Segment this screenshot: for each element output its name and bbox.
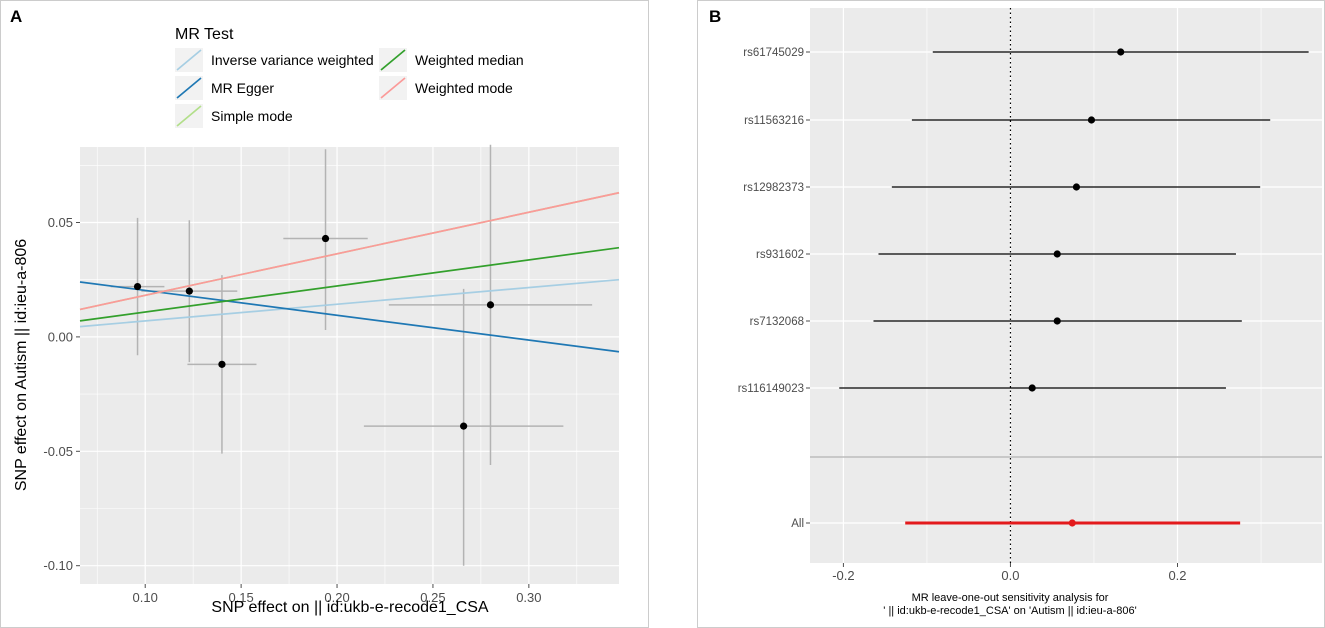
- scatter-gridlines: [80, 147, 619, 584]
- snp-point: [460, 422, 468, 430]
- y-axis-ticks: 0.05 0.00 -0.05 -0.10: [43, 215, 80, 573]
- snp-label: rs11563216: [744, 115, 804, 127]
- legend-line: [176, 105, 202, 127]
- x-axis-ticks: -0.2 0.0 0.2: [832, 563, 1187, 583]
- y-tick-label: -0.05: [43, 444, 73, 459]
- legend-item-mr-egger: MR Egger: [175, 76, 274, 100]
- regression-line-inverse-variance-weighted: [79, 278, 620, 328]
- legend-line: [380, 77, 406, 99]
- snp-label: rs61745029: [743, 47, 804, 59]
- x-axis-title-line2: ' || id:ukb-e-recode1_CSA' on 'Autism ||…: [883, 605, 1136, 617]
- snp-estimate-point: [1053, 317, 1061, 325]
- panel-b-letter: B: [709, 7, 721, 26]
- x-tick-label: 0.20: [324, 590, 349, 605]
- legend-label: Weighted mode: [415, 80, 513, 96]
- legend-item-weighted-median: Weighted median: [379, 48, 524, 72]
- snp-estimate-point: [1053, 250, 1061, 258]
- snp-label: rs116149023: [738, 383, 804, 395]
- regression-line-weighted-mode: [79, 191, 620, 311]
- y-tick-label: -0.10: [43, 558, 73, 573]
- snp-estimate-point: [1072, 183, 1081, 191]
- panel-a-letter: A: [10, 7, 22, 26]
- mr-regression-lines: [79, 191, 620, 353]
- legend-item-inverse-variance-weighted: Inverse variance weighted: [175, 48, 374, 72]
- snp-label: rs931602: [756, 249, 804, 261]
- legend-line: [176, 49, 202, 71]
- legend-line: [380, 49, 406, 71]
- x-tick-label: 0.30: [516, 590, 541, 605]
- snp-estimate-point: [1117, 48, 1125, 56]
- y-tick-label: 0.00: [48, 329, 73, 344]
- snp-point: [486, 301, 495, 309]
- scatter-points: [133, 234, 495, 430]
- snp-point: [185, 287, 193, 295]
- scatter-plot-background: [80, 147, 619, 584]
- snp-point: [321, 234, 330, 243]
- x-axis-title-line1: MR leave-one-out sensitivity analysis fo…: [912, 592, 1109, 604]
- forest-rows: [839, 48, 1309, 527]
- y-tick-label: 0.05: [48, 215, 73, 230]
- x-axis-ticks: 0.10 0.15 0.20 0.25 0.30: [133, 584, 542, 605]
- x-tick-label: -0.2: [832, 568, 854, 583]
- legend: MR Test Inverse variance weighted MR Egge…: [175, 26, 524, 128]
- x-tick-label: 0.0: [1001, 568, 1019, 583]
- legend-label: Simple mode: [211, 108, 293, 124]
- regression-line-mr-egger: [79, 281, 620, 353]
- scatter-plot: 0.050.00-0.05-0.10 0.10 0.15 0.20 0.25 0.30 …: [13, 26, 620, 616]
- forest-plot-background: [810, 8, 1322, 563]
- snp-estimate-point: [1028, 384, 1036, 392]
- x-axis-title: SNP effect on || id:ukb-e-recode1_CSA: [211, 599, 489, 616]
- legend-item-simple-mode: Simple mode: [175, 104, 293, 128]
- x-tick-label: 0.2: [1168, 568, 1186, 583]
- legend-label: MR Egger: [211, 80, 274, 96]
- snp-label: rs12982373: [743, 182, 804, 194]
- x-tick-label: 0.15: [228, 590, 253, 605]
- snp-label: rs7132068: [750, 316, 804, 328]
- y-axis-title: SNP effect on Autism || id:ieu-a-806: [13, 239, 30, 491]
- forest-plot: rs61745029 rs11563216 rs12982373 rs931602 rs…: [738, 8, 1322, 617]
- x-tick-label: 0.25: [420, 590, 445, 605]
- snp-labels: rs61745029 rs11563216 rs12982373 rs931602 rs…: [738, 47, 810, 530]
- legend-title: MR Test: [175, 26, 234, 43]
- snp-estimate-point: [1087, 116, 1096, 124]
- snp-point: [133, 282, 142, 291]
- regression-line-weighted-median: [79, 246, 620, 322]
- legend-line: [176, 77, 202, 99]
- snp-label: All: [791, 518, 804, 530]
- snp-point: [218, 360, 226, 368]
- overall-estimate-point: [1068, 519, 1076, 527]
- legend-item-weighted-mode: Weighted mode: [379, 76, 513, 100]
- legend-label: Weighted median: [415, 52, 524, 68]
- x-tick-label: 0.10: [133, 590, 158, 605]
- legend-label: Inverse variance weighted: [211, 52, 374, 68]
